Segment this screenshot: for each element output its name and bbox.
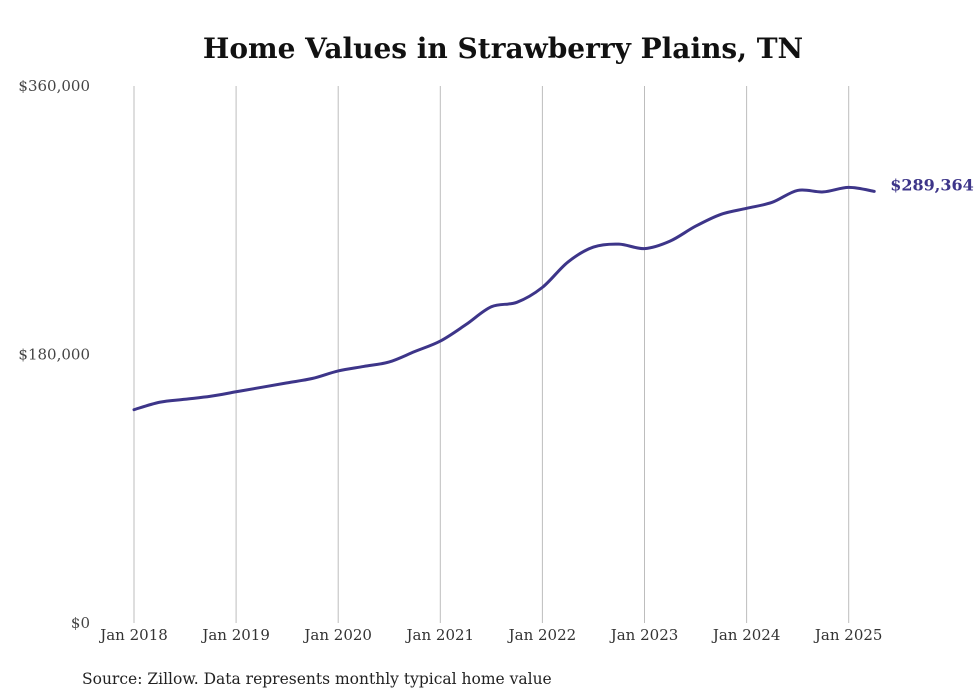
home-value-line <box>132 185 876 412</box>
x-tick-label: Jan 2022 <box>507 626 577 644</box>
x-tick-label: Jan 2019 <box>200 626 270 644</box>
series-layer: $289,364 <box>132 175 974 412</box>
y-tick-label: $180,000 <box>18 346 90 364</box>
x-tick-label: Jan 2018 <box>98 626 168 644</box>
x-tick-label: Jan 2020 <box>302 626 372 644</box>
y-axis: $0 $180,000 $360,000 <box>18 77 90 632</box>
y-tick-label: $0 <box>71 614 90 632</box>
x-tick-label: Jan 2024 <box>711 626 781 644</box>
x-tick-label: Jan 2025 <box>813 626 883 644</box>
gridlines <box>133 86 850 623</box>
y-tick-label: $360,000 <box>18 77 90 95</box>
x-tick-label: Jan 2021 <box>405 626 475 644</box>
chart-title: Home Values in Strawberry Plains, TN <box>203 32 803 65</box>
x-tick-label: Jan 2023 <box>609 626 679 644</box>
end-value-label: $289,364 <box>890 175 974 194</box>
source-note: Source: Zillow. Data represents monthly … <box>82 670 552 688</box>
x-axis: Jan 2018 Jan 2019 Jan 2020 Jan 2021 Jan 2022… <box>98 626 882 644</box>
